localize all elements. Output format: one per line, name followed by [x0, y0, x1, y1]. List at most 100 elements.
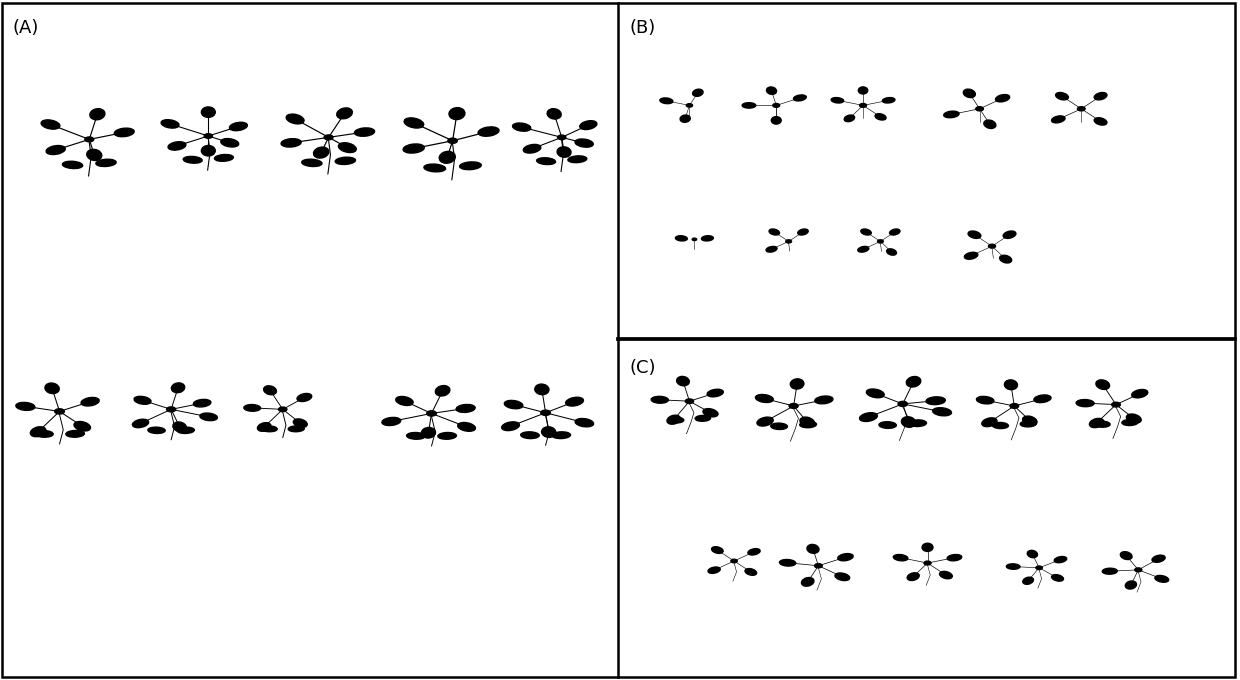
Ellipse shape — [703, 409, 718, 417]
Ellipse shape — [81, 397, 99, 406]
Circle shape — [686, 399, 693, 403]
Ellipse shape — [16, 403, 35, 410]
Ellipse shape — [926, 397, 945, 405]
Ellipse shape — [800, 422, 816, 428]
Circle shape — [692, 238, 697, 241]
Ellipse shape — [262, 426, 278, 432]
Ellipse shape — [521, 432, 539, 439]
Ellipse shape — [1003, 231, 1016, 239]
Ellipse shape — [74, 422, 91, 431]
Ellipse shape — [66, 430, 84, 437]
Ellipse shape — [547, 109, 562, 119]
Ellipse shape — [1090, 418, 1104, 428]
Circle shape — [84, 137, 94, 142]
Ellipse shape — [831, 97, 843, 103]
Ellipse shape — [264, 386, 277, 394]
Ellipse shape — [439, 152, 455, 163]
Ellipse shape — [41, 120, 60, 129]
Ellipse shape — [171, 383, 185, 393]
Ellipse shape — [976, 396, 994, 404]
Ellipse shape — [460, 162, 481, 170]
Ellipse shape — [580, 120, 596, 130]
Circle shape — [166, 407, 176, 412]
Ellipse shape — [968, 231, 981, 239]
Ellipse shape — [932, 408, 951, 416]
Ellipse shape — [229, 122, 247, 131]
Ellipse shape — [1004, 380, 1018, 390]
Circle shape — [558, 135, 565, 139]
Ellipse shape — [1054, 556, 1066, 563]
Ellipse shape — [298, 394, 311, 401]
Ellipse shape — [1023, 577, 1033, 584]
Ellipse shape — [887, 249, 897, 255]
Circle shape — [324, 135, 334, 140]
Ellipse shape — [963, 89, 976, 97]
Ellipse shape — [838, 554, 853, 561]
Ellipse shape — [1152, 555, 1166, 562]
Ellipse shape — [677, 377, 689, 386]
Ellipse shape — [335, 157, 356, 165]
Ellipse shape — [95, 159, 117, 167]
Ellipse shape — [771, 423, 787, 430]
Ellipse shape — [221, 139, 239, 147]
Ellipse shape — [901, 417, 915, 427]
Ellipse shape — [769, 229, 780, 235]
Ellipse shape — [148, 427, 165, 433]
Ellipse shape — [1007, 564, 1021, 569]
Ellipse shape — [867, 389, 884, 398]
Ellipse shape — [651, 396, 668, 403]
Ellipse shape — [45, 383, 60, 394]
Ellipse shape — [708, 567, 720, 573]
Circle shape — [878, 240, 883, 243]
Ellipse shape — [1023, 416, 1037, 425]
Ellipse shape — [790, 379, 804, 389]
Ellipse shape — [46, 146, 66, 154]
Ellipse shape — [1094, 118, 1107, 125]
Circle shape — [1009, 403, 1019, 408]
Ellipse shape — [89, 109, 105, 120]
Ellipse shape — [438, 432, 456, 439]
Ellipse shape — [133, 419, 149, 428]
Ellipse shape — [999, 255, 1012, 263]
Ellipse shape — [177, 427, 195, 433]
Ellipse shape — [742, 103, 755, 108]
Ellipse shape — [844, 115, 854, 122]
Ellipse shape — [861, 229, 872, 235]
Circle shape — [1112, 402, 1121, 407]
Ellipse shape — [1027, 550, 1038, 558]
Ellipse shape — [835, 573, 849, 581]
Ellipse shape — [87, 150, 102, 160]
Ellipse shape — [947, 554, 962, 561]
Ellipse shape — [422, 428, 435, 438]
Circle shape — [1135, 568, 1142, 572]
Ellipse shape — [575, 139, 593, 147]
Ellipse shape — [286, 114, 304, 124]
Ellipse shape — [1096, 380, 1110, 390]
Ellipse shape — [755, 394, 774, 403]
Ellipse shape — [756, 417, 774, 426]
Ellipse shape — [858, 87, 868, 94]
Circle shape — [859, 103, 867, 107]
Ellipse shape — [1094, 421, 1110, 427]
Circle shape — [988, 244, 996, 248]
Ellipse shape — [748, 549, 760, 555]
Circle shape — [55, 409, 64, 414]
Circle shape — [427, 411, 436, 416]
Ellipse shape — [35, 430, 53, 437]
Ellipse shape — [1094, 92, 1107, 100]
Ellipse shape — [696, 415, 711, 422]
Circle shape — [789, 403, 799, 409]
Circle shape — [686, 103, 693, 107]
Circle shape — [730, 559, 738, 563]
Ellipse shape — [542, 427, 556, 437]
Ellipse shape — [780, 560, 796, 566]
Ellipse shape — [1121, 551, 1132, 560]
Ellipse shape — [668, 417, 683, 423]
Ellipse shape — [403, 144, 424, 153]
Ellipse shape — [800, 417, 815, 427]
Ellipse shape — [449, 107, 465, 120]
Ellipse shape — [908, 573, 919, 581]
Ellipse shape — [923, 543, 932, 551]
Ellipse shape — [502, 422, 520, 430]
Ellipse shape — [424, 164, 445, 172]
